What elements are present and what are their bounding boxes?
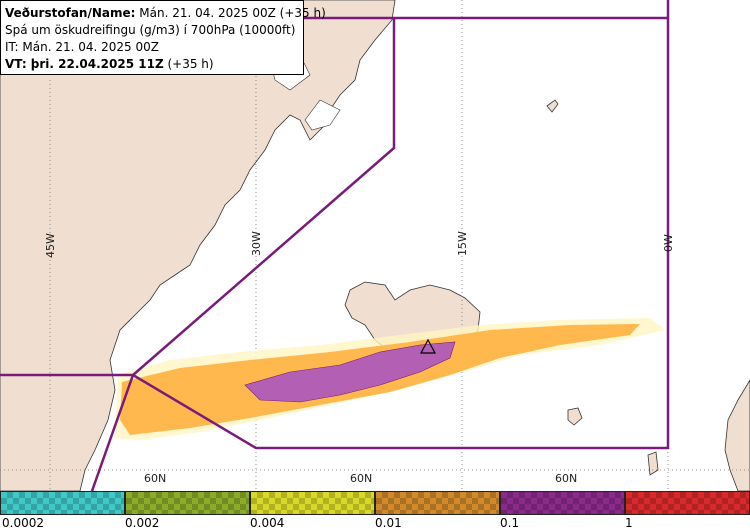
legend-tick: 0.002 <box>125 516 160 530</box>
faroe-islands <box>567 407 583 426</box>
model-domain-boundary <box>0 0 670 491</box>
legend-swatch-5 <box>625 491 750 515</box>
latitude-label-60n: 60N <box>144 472 166 485</box>
ash-plume-high-concentration <box>244 341 456 403</box>
valid-time: VT: þri. 22.04.2025 11Z <box>5 57 164 71</box>
title-run: Mán. 21. 04. 2025 00Z (+35 h) <box>135 6 326 20</box>
longitude-label-15w: 15W <box>456 231 469 256</box>
greenland-landmass <box>0 0 396 491</box>
concentration-legend: 0.0002 0.002 0.004 0.01 0.1 1 <box>0 491 750 532</box>
legend-tick: 1 <box>625 516 633 530</box>
legend-tick: 0.1 <box>500 516 520 530</box>
shetland-islands <box>647 451 659 476</box>
legend-tick: 0.0002 <box>2 516 44 530</box>
latitude-label-60n: 60N <box>555 472 577 485</box>
longitude-label-0w: 0W <box>662 234 675 252</box>
legend-swatch-2 <box>250 491 375 515</box>
greenland-fjord <box>304 99 341 131</box>
graticule <box>0 0 750 491</box>
issue-time: IT: Mán. 21. 04. 2025 00Z <box>5 40 159 54</box>
title-line: Veðurstofan/Name: Mán. 21. 04. 2025 00Z … <box>5 5 326 22</box>
forecast-info-box: Veðurstofan/Name: Mán. 21. 04. 2025 00Z … <box>0 0 326 75</box>
longitude-label-45w: 45W <box>44 233 57 258</box>
legend-tick: 0.01 <box>375 516 402 530</box>
volcano-marker-icon <box>419 338 437 354</box>
norway-coast <box>724 379 750 491</box>
title-source: Veðurstofan/Name: <box>5 6 136 20</box>
legend-swatch-0 <box>0 491 125 515</box>
ash-dispersion-map: 45W 30W 15W 0W 60N 60N 60N <box>0 0 750 491</box>
longitude-label-30w: 30W <box>250 231 263 256</box>
valid-time-line: VT: þri. 22.04.2025 11Z (+35 h) <box>5 56 299 73</box>
valid-offset: (+35 h) <box>163 57 214 71</box>
forecast-description: Spá um öskudreifingu (g/m3) í 700hPa (10… <box>5 23 296 37</box>
jan-mayen-island <box>546 99 559 113</box>
latitude-label-60n: 60N <box>350 472 372 485</box>
legend-swatch-4 <box>500 491 625 515</box>
legend-swatch-3 <box>375 491 500 515</box>
legend-tick: 0.004 <box>250 516 285 530</box>
legend-swatch-1 <box>125 491 250 515</box>
